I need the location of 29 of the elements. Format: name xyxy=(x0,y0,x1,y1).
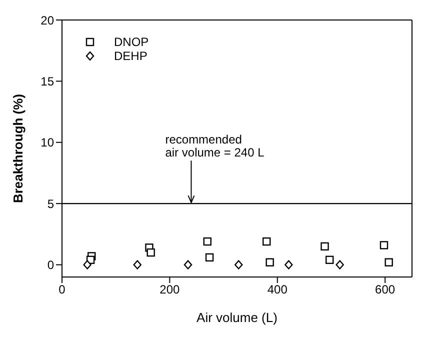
point xyxy=(284,260,293,270)
y-tick-label: 0 xyxy=(47,258,54,272)
y-tick-label: 5 xyxy=(47,196,54,211)
x-tick-label: 0 xyxy=(58,282,66,297)
y-tick-label: 10 xyxy=(40,136,54,150)
point xyxy=(184,260,192,270)
y-tick-label: 15 xyxy=(40,74,54,88)
point xyxy=(336,260,344,270)
y-tick-label: 20 xyxy=(40,13,54,28)
x-tick-label: 600 xyxy=(375,282,396,297)
legend-label: DEHP xyxy=(114,49,148,63)
legend-label: DNOP xyxy=(114,35,149,49)
point xyxy=(203,237,212,246)
y-axis-title: Breakthrough (%) xyxy=(10,94,26,204)
x-tick-label: 200 xyxy=(160,282,180,297)
x-axis-title: Air volume (L) xyxy=(196,310,278,325)
point xyxy=(133,260,142,270)
point xyxy=(380,241,388,250)
point xyxy=(146,248,155,257)
x-tick-label: 400 xyxy=(267,282,288,297)
point xyxy=(384,258,393,266)
point xyxy=(320,242,329,251)
point xyxy=(205,253,214,262)
point xyxy=(234,260,243,270)
point xyxy=(326,256,334,264)
point xyxy=(83,260,92,270)
annotation: recommended air volume = 240 L xyxy=(165,132,265,160)
point xyxy=(266,258,274,266)
point xyxy=(262,237,271,246)
